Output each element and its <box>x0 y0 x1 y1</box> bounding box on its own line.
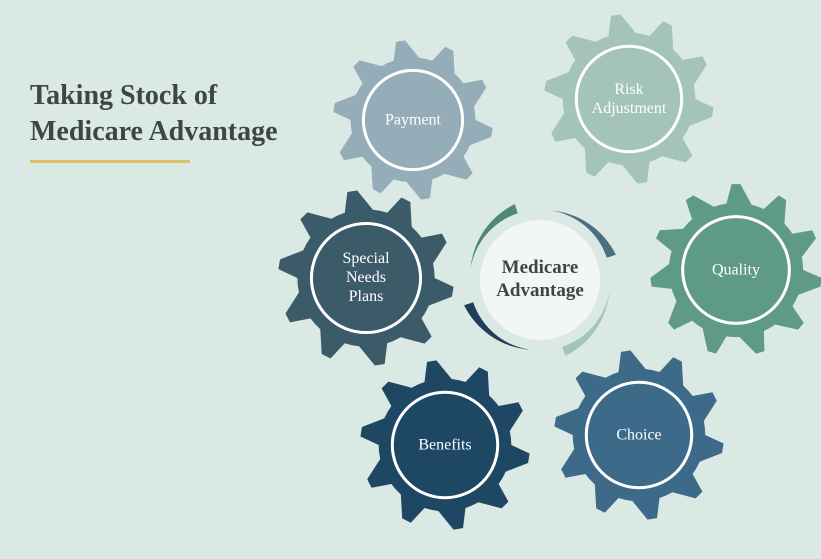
gear-quality: Quality <box>650 184 821 356</box>
title-line2: Medicare Advantage <box>30 116 278 147</box>
center-hub: MedicareAdvantage <box>460 200 620 360</box>
gear-benefits: Benefits <box>360 360 530 530</box>
center-circle: MedicareAdvantage <box>480 220 600 340</box>
gear-choice: Choice <box>554 350 724 520</box>
center-label: MedicareAdvantage <box>496 257 584 303</box>
title-underline <box>30 160 190 163</box>
title-line1: Taking Stock of <box>30 80 217 111</box>
gear-payment: Payment <box>333 40 493 200</box>
gear-risk-adjustment: RiskAdjustment <box>544 14 714 184</box>
gear-special-needs-plans: SpecialNeedsPlans <box>278 190 454 366</box>
page-title: Taking Stock of Medicare Advantage <box>30 78 278 151</box>
